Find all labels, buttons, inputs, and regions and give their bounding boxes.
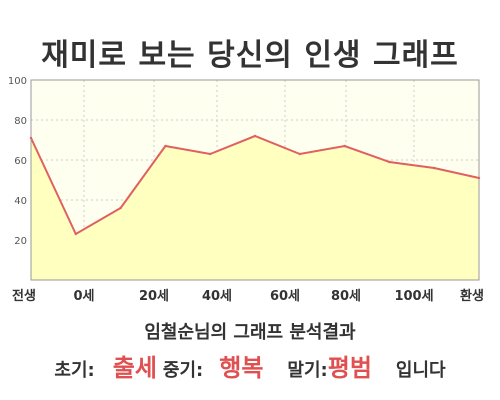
data-point (388, 160, 391, 164)
life-area-fill (31, 136, 479, 280)
data-point (298, 152, 301, 156)
y-tick-label: 60 (14, 156, 27, 167)
late-value: 평범 (327, 354, 372, 382)
x-tick-label: 40세 (202, 289, 232, 304)
x-tick-label: 20세 (139, 289, 169, 304)
y-tick-label: 40 (14, 196, 27, 207)
result-summary: 초기: 출세 중기: 행복 말기: 평범 입니다 (0, 348, 500, 383)
x-tick-label: 80세 (331, 289, 361, 304)
y-axis-ticks: 20 40 60 80 100 (8, 76, 27, 247)
data-point (477, 176, 481, 180)
page-title: 재미로 보는 당신의 인생 그래프 (41, 38, 459, 73)
plot-frame (30, 79, 480, 281)
x-axis-ticks: 전생 0세 20세 40세 60세 80세 100세 환생 (12, 288, 484, 304)
x-tick-label: 60세 (270, 289, 300, 304)
x-tick-label: 0세 (73, 289, 94, 304)
data-point (343, 144, 346, 148)
early-label: 초기: (54, 360, 95, 381)
result-subtitle: 임철순님의 그래프 분석결과 (144, 322, 356, 343)
y-tick-label: 80 (14, 116, 27, 127)
data-point (209, 152, 212, 156)
data-point (29, 136, 33, 140)
suffix-text: 입니다 (395, 360, 446, 381)
data-point (253, 134, 257, 138)
x-tick-label: 환생 (460, 288, 484, 304)
mid-label: 중기: (162, 360, 204, 381)
data-point (74, 232, 78, 236)
late-label: 말기: (287, 360, 328, 381)
data-point (433, 166, 436, 170)
data-point (164, 144, 167, 148)
data-point (119, 206, 122, 210)
data-points (29, 134, 481, 236)
x-tick-label: 100세 (394, 289, 433, 304)
early-value: 출세 (112, 354, 157, 382)
y-tick-label: 100 (8, 76, 27, 87)
mid-value: 행복 (219, 354, 264, 382)
x-tick-label: 전생 (12, 288, 36, 304)
y-tick-label: 20 (14, 236, 27, 247)
